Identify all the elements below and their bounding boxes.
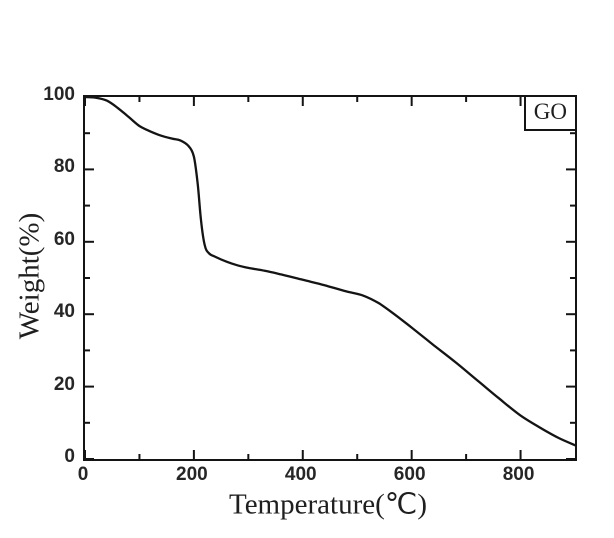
- y-tick-label: 40: [53, 301, 75, 323]
- plot-area: GO: [83, 95, 577, 461]
- x-tick-label: 400: [284, 464, 317, 485]
- legend-box: GO: [523, 95, 577, 131]
- y-tick-label: 60: [53, 228, 75, 250]
- y-tick-label: 20: [53, 373, 75, 395]
- y-tick-label: 100: [43, 84, 75, 105]
- x-tick-label: 0: [77, 464, 89, 485]
- x-axis-title: Temperature(℃): [229, 488, 427, 521]
- x-tick-label: 600: [393, 464, 426, 485]
- tga-curve-canvas: [83, 95, 577, 460]
- legend-label: GO: [533, 99, 567, 124]
- y-tick-label: 0: [64, 446, 75, 467]
- x-tick-label: 200: [176, 464, 208, 485]
- x-tick-label: 800: [502, 464, 535, 485]
- series-line-go: [83, 95, 577, 447]
- y-tick-label: 80: [53, 156, 75, 178]
